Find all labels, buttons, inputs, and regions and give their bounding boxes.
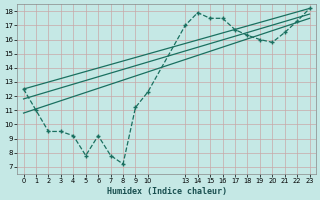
X-axis label: Humidex (Indice chaleur): Humidex (Indice chaleur) xyxy=(107,187,227,196)
